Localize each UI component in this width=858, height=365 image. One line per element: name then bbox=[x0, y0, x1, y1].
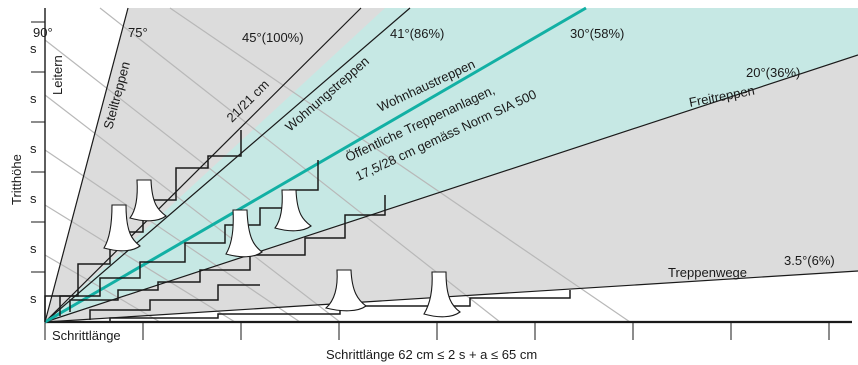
angle-3-5: 3.5°(6%) bbox=[784, 253, 835, 268]
zone-wohnungstreppen: Wohnungstreppen bbox=[282, 53, 372, 134]
s-label: s bbox=[30, 191, 37, 206]
zone-leitern: Leitern bbox=[50, 55, 65, 95]
line-30 bbox=[44, 6, 587, 324]
zone-freitreppen: Freitreppen bbox=[688, 83, 756, 110]
s-label: s bbox=[30, 41, 37, 56]
y-axis-label: Tritthöhe bbox=[9, 154, 24, 205]
foot-icon bbox=[324, 269, 367, 312]
line-75 bbox=[44, 7, 129, 323]
foot-icon bbox=[225, 209, 263, 258]
angle-lines bbox=[44, 7, 858, 323]
line-45 bbox=[44, 7, 362, 323]
foot-icon bbox=[423, 271, 461, 318]
angle-20: 20°(36%) bbox=[746, 65, 800, 80]
line-20 bbox=[44, 54, 858, 323]
zone-steiltreppen: Steiltreppen bbox=[100, 60, 132, 131]
zone-treppenwege: Treppenwege bbox=[668, 265, 747, 280]
x-axis-label: Schrittlänge 62 cm ≤ 2 s + a ≤ 65 cm bbox=[326, 347, 537, 362]
feet bbox=[103, 179, 461, 318]
foot-icon bbox=[129, 179, 167, 222]
s-label: s bbox=[30, 241, 37, 256]
line-3-5 bbox=[44, 270, 858, 323]
angle-45: 45°(100%) bbox=[242, 30, 304, 45]
stair-20 bbox=[69, 195, 386, 312]
angle-30: 30°(58%) bbox=[570, 26, 624, 41]
foot-icon bbox=[103, 204, 141, 252]
y-ticks bbox=[31, 21, 45, 273]
angle-75: 75° bbox=[128, 25, 148, 40]
s-label: s bbox=[30, 141, 37, 156]
stair-15 bbox=[89, 284, 260, 320]
step-length-label: Schrittlänge bbox=[52, 328, 121, 343]
angle-90: 90° bbox=[33, 25, 53, 40]
line-41 bbox=[44, 7, 411, 323]
s-label: s bbox=[30, 91, 37, 106]
zone-21-21: 21/21 cm bbox=[224, 77, 272, 125]
x-ticks bbox=[44, 322, 830, 340]
angle-41: 41°(86%) bbox=[390, 26, 444, 41]
foot-icon bbox=[274, 189, 312, 232]
s-label: s bbox=[30, 291, 37, 306]
